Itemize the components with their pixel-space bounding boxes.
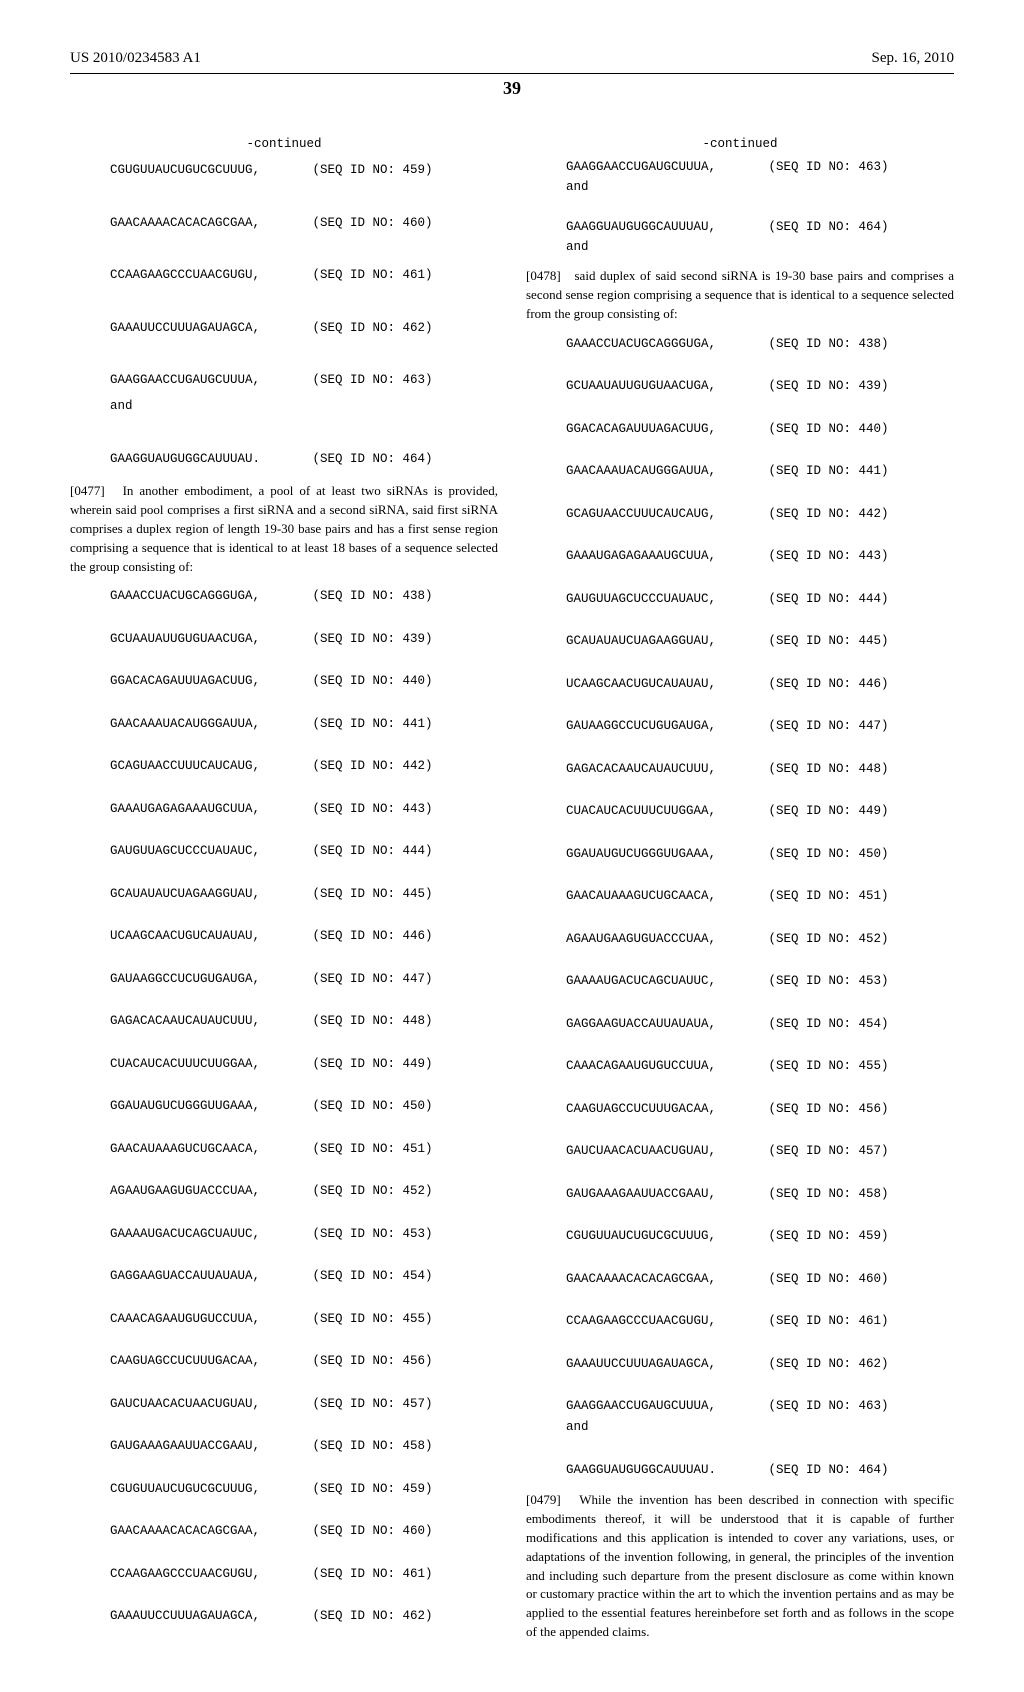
para-num: [0477] xyxy=(70,483,105,498)
page: US 2010/0234583 A1 Sep. 16, 2010 39 -con… xyxy=(0,0,1024,1692)
para-text: In another embodiment, a pool of at leas… xyxy=(70,483,498,573)
page-number: 39 xyxy=(70,78,954,99)
paragraph-0478: [0478] said duplex of said second siRNA … xyxy=(526,267,954,324)
seq-listing-left-top: CGUGUUAUCUGUCGCUUUG, (SEQ ID NO: 459) GA… xyxy=(110,157,498,472)
header-rule xyxy=(70,73,954,74)
para-num: [0479] xyxy=(526,1492,561,1507)
right-column: -continued GAAGGAACCUGAUGCUUUA, (SEQ ID … xyxy=(526,129,954,1652)
continued-label: -continued xyxy=(526,135,954,153)
para-text: said duplex of said second siRNA is 19-3… xyxy=(526,268,954,321)
continued-label: -continued xyxy=(70,135,498,153)
paragraph-0479: [0479] While the invention has been desc… xyxy=(526,1491,954,1642)
publication-date: Sep. 16, 2010 xyxy=(872,50,955,67)
para-num: [0478] xyxy=(526,268,561,283)
seq-listing-right-main: GAAACCUACUGCAGGGUGA, (SEQ ID NO: 438) GC… xyxy=(566,334,954,1482)
para-text: While the invention has been described i… xyxy=(526,1492,954,1639)
page-header: US 2010/0234583 A1 Sep. 16, 2010 xyxy=(70,50,954,67)
seq-listing-right-top: GAAGGAACCUGAUGCUUUA, (SEQ ID NO: 463) an… xyxy=(566,157,954,257)
left-column: -continued CGUGUUAUCUGUCGCUUUG, (SEQ ID … xyxy=(70,129,498,1652)
paragraph-0477: [0477] In another embodiment, a pool of … xyxy=(70,482,498,576)
publication-number: US 2010/0234583 A1 xyxy=(70,50,201,67)
seq-listing-left-main: GAAACCUACUGCAGGGUGA, (SEQ ID NO: 438) GC… xyxy=(110,586,498,1627)
columns: -continued CGUGUUAUCUGUCGCUUUG, (SEQ ID … xyxy=(70,129,954,1652)
